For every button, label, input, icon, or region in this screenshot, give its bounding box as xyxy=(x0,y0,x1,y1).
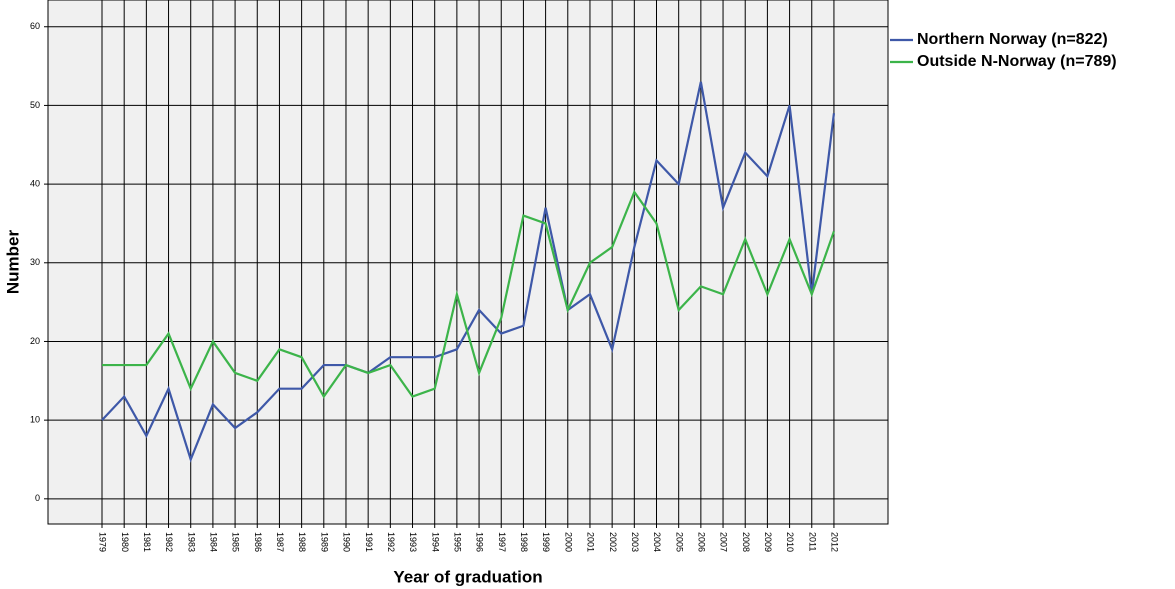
y-tick-label: 20 xyxy=(30,336,40,346)
y-tick-label: 50 xyxy=(30,100,40,110)
legend-label: Northern Norway (n=822) xyxy=(917,31,1108,48)
x-tick-label: 1999 xyxy=(541,532,551,552)
grid xyxy=(48,0,888,524)
x-tick-label: 1980 xyxy=(120,532,130,552)
x-tick-label: 1997 xyxy=(497,532,507,552)
x-tick-label: 1982 xyxy=(164,532,174,552)
x-tick-label: 2009 xyxy=(763,532,773,552)
x-tick-label: 2008 xyxy=(741,532,751,552)
x-tick-label: 1989 xyxy=(319,532,329,552)
x-tick-label: 2012 xyxy=(830,532,840,552)
x-tick-label: 2010 xyxy=(785,532,795,552)
x-tick-label: 2005 xyxy=(674,532,684,552)
y-tick-label: 30 xyxy=(30,257,40,267)
x-tick-label: 1979 xyxy=(98,532,108,552)
x-tick-label: 1992 xyxy=(386,532,396,552)
x-tick-label: 1990 xyxy=(342,532,352,552)
labels: 0 10 20 30 40 50 60 1979 1980 1981 1982 1983 1984 198… xyxy=(30,21,1117,552)
x-tick-label: 1984 xyxy=(209,532,219,552)
x-tick-label: 2000 xyxy=(563,532,573,552)
y-tick-label: 60 xyxy=(30,21,40,31)
x-tick-label: 1987 xyxy=(275,532,285,552)
x-tick-label: 1996 xyxy=(475,532,485,552)
x-tick-label: 1983 xyxy=(186,532,196,552)
x-tick-label: 1993 xyxy=(408,532,418,552)
x-axis-title: Year of graduation xyxy=(393,567,542,586)
x-tick-label: 2002 xyxy=(608,532,618,552)
x-tick-label: 2001 xyxy=(586,532,596,552)
x-tick-label: 1988 xyxy=(297,532,307,552)
y-tick-label: 40 xyxy=(30,178,40,188)
x-tick-label: 2006 xyxy=(696,532,706,552)
x-tick-label: 1985 xyxy=(231,532,241,552)
x-tick-label: 2007 xyxy=(719,532,729,552)
y-tick-label: 0 xyxy=(35,493,40,503)
y-tick-label: 10 xyxy=(30,415,40,425)
plot-area xyxy=(47,0,889,525)
y-axis-title: Number xyxy=(3,230,22,295)
lines xyxy=(101,81,836,463)
legend-label: Outside N-Norway (n=789) xyxy=(917,53,1117,70)
x-tick-label: 1995 xyxy=(453,532,463,552)
x-tick-label: 1994 xyxy=(430,532,440,552)
x-tick-label: 1998 xyxy=(519,532,529,552)
x-tick-label: 2011 xyxy=(807,532,817,551)
x-tick-label: 2003 xyxy=(630,532,640,552)
x-tick-label: 1986 xyxy=(253,532,263,552)
x-tick-label: 1981 xyxy=(142,532,152,552)
series-line xyxy=(102,189,835,399)
x-tick-label: 2004 xyxy=(652,532,662,552)
x-tick-label: 1991 xyxy=(364,532,374,552)
